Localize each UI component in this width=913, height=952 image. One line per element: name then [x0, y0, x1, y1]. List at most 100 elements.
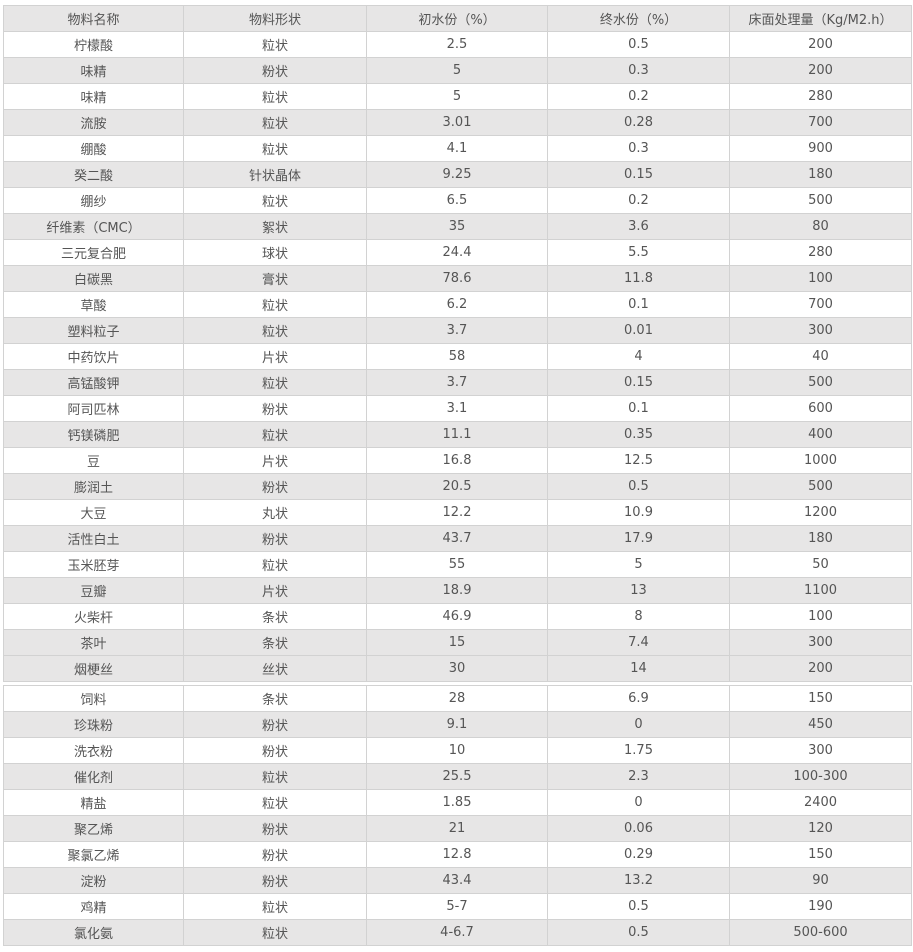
cell-material-name: 玉米胚芽 — [3, 551, 184, 578]
cell-material-shape: 片状 — [183, 343, 367, 370]
table-row: 玉米胚芽 粒状 55 5 50 — [3, 551, 912, 578]
header-bed-capacity: 床面处理量（Kg/M2.h） — [729, 5, 912, 32]
cell-bed-capacity: 190 — [729, 893, 912, 920]
cell-material-name: 茶叶 — [3, 629, 184, 656]
cell-initial-moisture: 4-6.7 — [366, 919, 548, 946]
cell-bed-capacity: 180 — [729, 525, 912, 552]
cell-final-moisture: 0.06 — [547, 815, 730, 842]
cell-material-shape: 粒状 — [183, 551, 367, 578]
cell-initial-moisture: 20.5 — [366, 473, 548, 500]
table-row: 绷纱 粒状 6.5 0.2 500 — [3, 187, 912, 214]
header-material-name: 物料名称 — [3, 5, 184, 32]
table-row: 淀粉 粉状 43.4 13.2 90 — [3, 867, 912, 894]
cell-initial-moisture: 15 — [366, 629, 548, 656]
cell-bed-capacity: 100-300 — [729, 763, 912, 790]
cell-bed-capacity: 300 — [729, 629, 912, 656]
cell-material-shape: 粒状 — [183, 369, 367, 396]
cell-material-shape: 粒状 — [183, 135, 367, 162]
cell-material-name: 阿司匹林 — [3, 395, 184, 422]
cell-bed-capacity: 40 — [729, 343, 912, 370]
cell-material-name: 鸡精 — [3, 893, 184, 920]
cell-bed-capacity: 500 — [729, 473, 912, 500]
cell-material-shape: 絮状 — [183, 213, 367, 240]
cell-initial-moisture: 3.7 — [366, 317, 548, 344]
cell-initial-moisture: 5 — [366, 57, 548, 84]
cell-material-shape: 粒状 — [183, 789, 367, 816]
cell-material-name: 味精 — [3, 83, 184, 110]
cell-final-moisture: 5.5 — [547, 239, 730, 266]
cell-bed-capacity: 280 — [729, 239, 912, 266]
cell-initial-moisture: 16.8 — [366, 447, 548, 474]
cell-bed-capacity: 200 — [729, 57, 912, 84]
cell-final-moisture: 0.28 — [547, 109, 730, 136]
cell-initial-moisture: 6.5 — [366, 187, 548, 214]
cell-bed-capacity: 300 — [729, 737, 912, 764]
table-row: 聚氯乙烯 粉状 12.8 0.29 150 — [3, 841, 912, 868]
cell-final-moisture: 5 — [547, 551, 730, 578]
cell-bed-capacity: 500-600 — [729, 919, 912, 946]
table-body: 柠檬酸 粒状 2.5 0.5 200 味精 粉状 5 0.3 200 味精 粒状 5 0.2 280 流胺 粒状… — [3, 31, 912, 682]
cell-final-moisture: 0.01 — [547, 317, 730, 344]
cell-bed-capacity: 450 — [729, 711, 912, 738]
cell-material-name: 纤维素（CMC） — [3, 213, 184, 240]
table-row: 鸡精 粒状 5-7 0.5 190 — [3, 893, 912, 920]
table-row: 纤维素（CMC） 絮状 35 3.6 80 — [3, 213, 912, 240]
cell-final-moisture: 14 — [547, 655, 730, 682]
cell-material-shape: 片状 — [183, 447, 367, 474]
cell-material-name: 豆 — [3, 447, 184, 474]
table-row: 高锰酸钾 粒状 3.7 0.15 500 — [3, 369, 912, 396]
cell-material-shape: 丸状 — [183, 499, 367, 526]
cell-bed-capacity: 400 — [729, 421, 912, 448]
table-row: 茶叶 条状 15 7.4 300 — [3, 629, 912, 656]
table-row: 饲料 条状 28 6.9 150 — [3, 685, 912, 712]
table-row: 中药饮片 片状 58 4 40 — [3, 343, 912, 370]
cell-material-shape: 粉状 — [183, 815, 367, 842]
cell-bed-capacity: 700 — [729, 291, 912, 318]
cell-material-shape: 粒状 — [183, 109, 367, 136]
header-initial-moisture: 初水份（%） — [366, 5, 548, 32]
cell-material-name: 味精 — [3, 57, 184, 84]
table-row: 聚乙烯 粉状 21 0.06 120 — [3, 815, 912, 842]
cell-material-shape: 粉状 — [183, 711, 367, 738]
cell-initial-moisture: 2.5 — [366, 31, 548, 58]
cell-initial-moisture: 3.01 — [366, 109, 548, 136]
cell-bed-capacity: 500 — [729, 369, 912, 396]
cell-final-moisture: 2.3 — [547, 763, 730, 790]
cell-material-shape: 粒状 — [183, 31, 367, 58]
cell-initial-moisture: 12.8 — [366, 841, 548, 868]
cell-bed-capacity: 1000 — [729, 447, 912, 474]
table-body-continued: 饲料 条状 28 6.9 150 珍珠粉 粉状 9.1 0 450 洗衣粉 粉状 10 1.75 300 催化… — [3, 685, 912, 946]
table-row: 流胺 粒状 3.01 0.28 700 — [3, 109, 912, 136]
cell-initial-moisture: 24.4 — [366, 239, 548, 266]
cell-bed-capacity: 180 — [729, 161, 912, 188]
cell-material-shape: 粒状 — [183, 893, 367, 920]
cell-material-shape: 粉状 — [183, 395, 367, 422]
table-row: 钙镁磷肥 粒状 11.1 0.35 400 — [3, 421, 912, 448]
table-row: 癸二酸 针状晶体 9.25 0.15 180 — [3, 161, 912, 188]
cell-material-shape: 粉状 — [183, 867, 367, 894]
cell-initial-moisture: 18.9 — [366, 577, 548, 604]
cell-bed-capacity: 90 — [729, 867, 912, 894]
table-row: 草酸 粒状 6.2 0.1 700 — [3, 291, 912, 318]
cell-initial-moisture: 6.2 — [366, 291, 548, 318]
cell-material-shape: 粉状 — [183, 525, 367, 552]
cell-initial-moisture: 9.1 — [366, 711, 548, 738]
cell-material-shape: 条状 — [183, 603, 367, 630]
cell-material-name: 绷纱 — [3, 187, 184, 214]
material-drying-table: 物料名称 物料形状 初水份（%） 终水份（%） 床面处理量（Kg/M2.h） 柠… — [3, 5, 912, 682]
table-row: 味精 粒状 5 0.2 280 — [3, 83, 912, 110]
cell-bed-capacity: 200 — [729, 655, 912, 682]
cell-initial-moisture: 30 — [366, 655, 548, 682]
cell-final-moisture: 0.15 — [547, 161, 730, 188]
cell-final-moisture: 0.1 — [547, 395, 730, 422]
cell-material-name: 绷酸 — [3, 135, 184, 162]
cell-bed-capacity: 2400 — [729, 789, 912, 816]
cell-material-name: 洗衣粉 — [3, 737, 184, 764]
cell-initial-moisture: 3.7 — [366, 369, 548, 396]
cell-material-name: 珍珠粉 — [3, 711, 184, 738]
header-material-shape: 物料形状 — [183, 5, 367, 32]
cell-final-moisture: 7.4 — [547, 629, 730, 656]
cell-bed-capacity: 900 — [729, 135, 912, 162]
cell-material-name: 流胺 — [3, 109, 184, 136]
cell-material-name: 烟梗丝 — [3, 655, 184, 682]
